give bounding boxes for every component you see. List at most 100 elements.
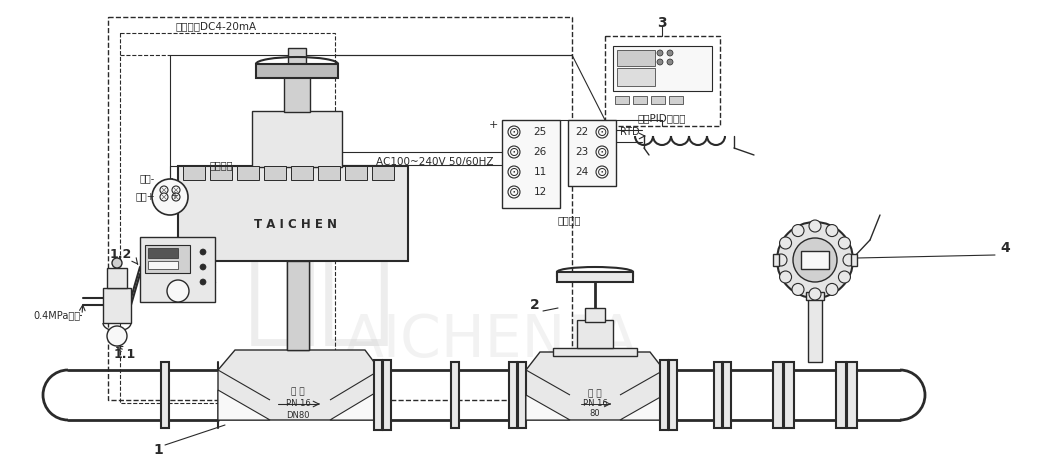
Circle shape	[779, 271, 792, 283]
Circle shape	[838, 237, 850, 249]
Bar	[257, 64, 338, 78]
Circle shape	[667, 59, 673, 65]
Text: AC100~240V 50/60HZ: AC100~240V 50/60HZ	[376, 157, 494, 167]
Bar	[660, 360, 668, 430]
Text: 2: 2	[530, 298, 540, 312]
Text: ⊙: ⊙	[509, 185, 519, 198]
Text: 22: 22	[576, 127, 588, 137]
Bar	[108, 17, 572, 400]
Bar	[714, 362, 722, 428]
Text: 4: 4	[1001, 241, 1010, 255]
Circle shape	[779, 237, 792, 249]
Bar	[372, 166, 394, 180]
Bar	[284, 76, 310, 112]
Circle shape	[112, 258, 122, 268]
Text: 12: 12	[533, 187, 547, 197]
Circle shape	[596, 146, 608, 158]
Circle shape	[107, 326, 127, 346]
Text: 0.4MPa空气: 0.4MPa空气	[33, 310, 80, 320]
Polygon shape	[330, 390, 379, 420]
Text: 23: 23	[576, 147, 588, 157]
Circle shape	[596, 126, 608, 138]
Circle shape	[172, 193, 180, 201]
Circle shape	[826, 225, 838, 237]
Bar	[836, 362, 846, 428]
Text: 11: 11	[533, 167, 547, 177]
Circle shape	[167, 280, 189, 302]
Bar	[287, 261, 310, 350]
Bar	[615, 96, 629, 104]
Text: 1.1: 1.1	[113, 348, 136, 361]
Bar	[161, 362, 169, 428]
Polygon shape	[620, 395, 664, 420]
Circle shape	[508, 126, 520, 138]
Bar	[178, 166, 408, 261]
Circle shape	[793, 238, 837, 282]
Circle shape	[200, 249, 206, 255]
Bar	[577, 320, 613, 348]
Polygon shape	[620, 370, 664, 395]
Bar	[145, 245, 190, 273]
Text: 3: 3	[657, 16, 667, 30]
Text: ⊙: ⊙	[509, 165, 519, 178]
Circle shape	[667, 50, 673, 56]
Bar	[605, 36, 720, 126]
Bar	[669, 96, 683, 104]
Bar	[617, 68, 655, 86]
Text: ⊙: ⊙	[509, 126, 519, 139]
Bar	[288, 48, 306, 68]
Bar	[502, 120, 560, 208]
Circle shape	[508, 186, 520, 198]
Circle shape	[596, 166, 608, 178]
Bar	[318, 166, 340, 180]
Bar	[806, 292, 824, 300]
Bar	[556, 272, 633, 282]
Circle shape	[152, 179, 188, 215]
Circle shape	[508, 166, 520, 178]
Text: RTD: RTD	[620, 127, 639, 137]
Circle shape	[843, 254, 855, 266]
Bar	[568, 120, 616, 186]
Polygon shape	[526, 352, 664, 420]
Bar	[383, 360, 391, 430]
Text: ⊙: ⊙	[597, 126, 607, 139]
Circle shape	[200, 264, 206, 270]
Bar	[107, 268, 127, 288]
Circle shape	[809, 288, 822, 300]
Polygon shape	[218, 390, 270, 420]
Bar	[801, 251, 829, 269]
Text: -: -	[170, 173, 174, 183]
Bar	[808, 295, 822, 362]
Text: ⊙: ⊙	[597, 165, 607, 178]
Bar	[103, 288, 131, 323]
Bar	[148, 261, 178, 269]
Text: +: +	[489, 120, 498, 130]
Text: 26: 26	[533, 147, 547, 157]
Bar	[851, 254, 856, 266]
Text: 台 匝: 台 匝	[292, 388, 305, 396]
Bar	[140, 237, 215, 302]
Text: 接线端子: 接线端子	[558, 215, 581, 225]
Bar	[613, 46, 712, 91]
Bar	[773, 362, 783, 428]
Text: T A I C H E N: T A I C H E N	[253, 218, 336, 231]
Bar	[183, 166, 205, 180]
Bar	[633, 96, 647, 104]
Text: 1.2: 1.2	[110, 248, 132, 262]
Bar	[287, 245, 310, 350]
Text: 25: 25	[533, 127, 547, 137]
Bar	[374, 360, 382, 430]
Circle shape	[792, 225, 803, 237]
Bar	[450, 362, 459, 428]
Circle shape	[809, 220, 822, 232]
Text: PN 16: PN 16	[583, 399, 607, 409]
Text: ⊙: ⊙	[597, 146, 607, 158]
Text: ⊙: ⊙	[509, 146, 519, 158]
Bar	[784, 362, 794, 428]
Bar	[585, 308, 605, 322]
Polygon shape	[218, 350, 379, 420]
Bar	[210, 166, 232, 180]
Bar	[344, 166, 367, 180]
Text: 台 匝: 台 匝	[588, 389, 602, 398]
Circle shape	[160, 193, 167, 201]
